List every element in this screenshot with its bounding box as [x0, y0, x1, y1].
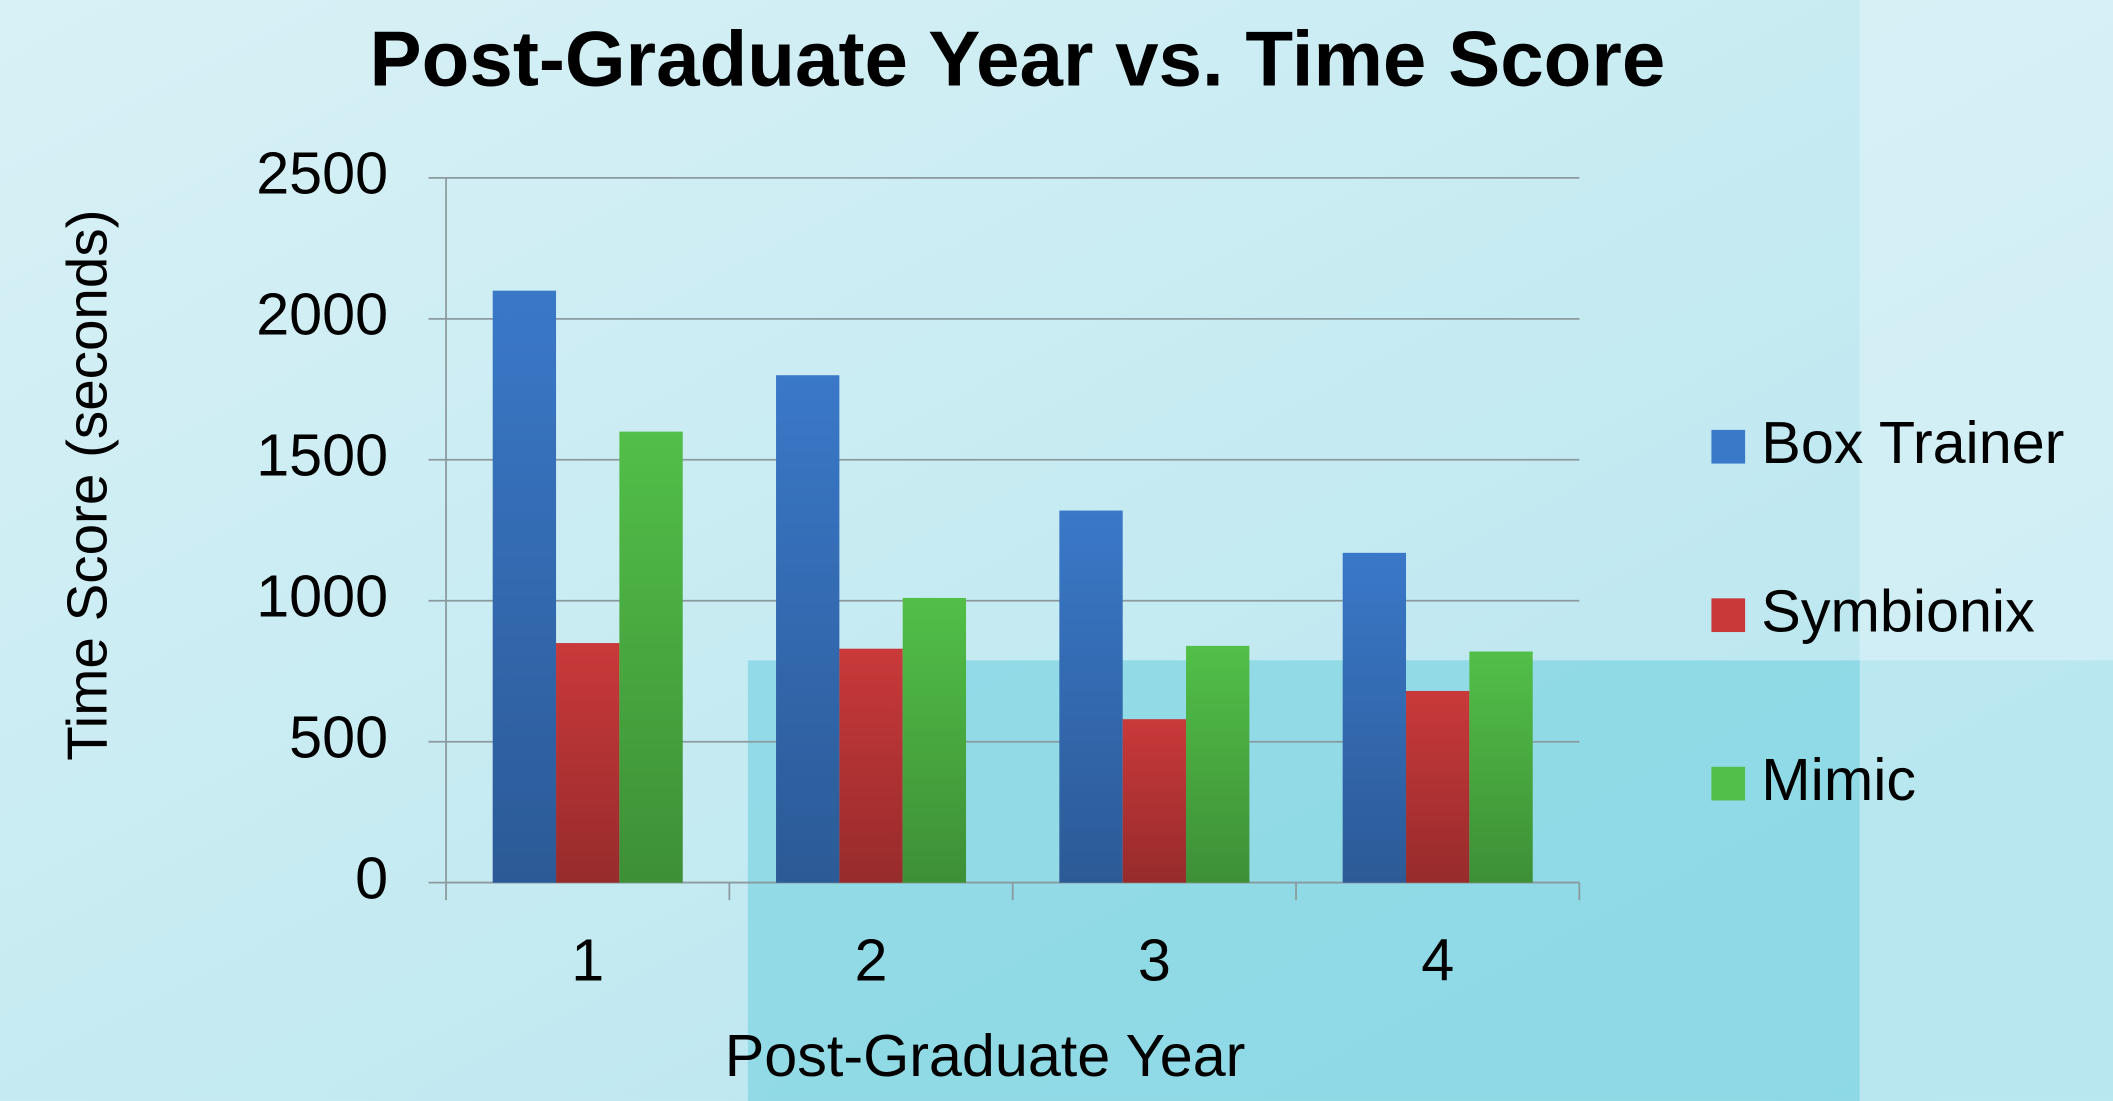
y-tick-label: 0	[355, 844, 388, 911]
bar-shade	[1186, 645, 1250, 883]
bar-shade	[1342, 552, 1407, 883]
legend-label: Box Trainer	[1761, 409, 2064, 476]
y-tick-label: 1500	[256, 421, 388, 488]
x-tick-label: 3	[1138, 927, 1171, 994]
bar-shade	[776, 375, 840, 883]
background-panel	[1859, 0, 2113, 1101]
bar-shade	[556, 643, 620, 883]
chart-title: Post-Graduate Year vs. Time Score	[370, 14, 1666, 102]
bar-shade	[839, 648, 903, 883]
legend-label: Symbionix	[1761, 578, 2034, 645]
x-axis-title: Post-Graduate Year	[725, 1022, 1246, 1089]
y-tick-label: 2000	[256, 281, 388, 348]
bar-shade	[1059, 510, 1123, 883]
bar-shade	[1469, 651, 1533, 883]
y-tick-label: 2500	[256, 140, 388, 207]
bar-shade	[492, 290, 557, 883]
bar-shade	[1122, 719, 1187, 883]
y-tick-label: 1000	[256, 562, 388, 629]
legend-swatch	[1711, 766, 1746, 801]
bar-shade	[1406, 690, 1470, 883]
x-tick-label: 4	[1421, 927, 1454, 994]
legend-swatch	[1711, 429, 1746, 464]
y-axis-title: Time Score (seconds)	[56, 210, 119, 761]
legend-label: Mimic	[1761, 746, 1916, 813]
bar-shade	[619, 431, 683, 883]
legend-swatch	[1711, 598, 1746, 633]
bar-shade	[902, 597, 967, 883]
x-tick-label: 2	[855, 927, 888, 994]
y-tick-label: 500	[289, 703, 388, 770]
x-tick-label: 1	[571, 927, 604, 994]
